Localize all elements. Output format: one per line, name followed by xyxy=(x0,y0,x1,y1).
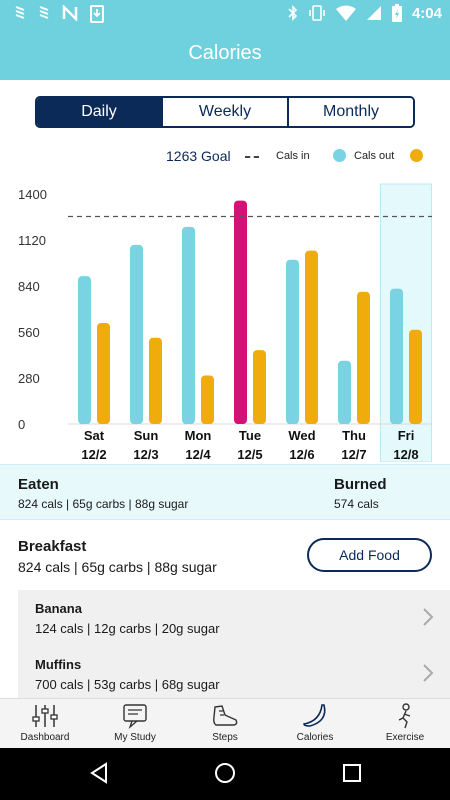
system-nav-bar xyxy=(0,748,450,800)
y-tick-label: 1120 xyxy=(18,233,46,248)
status-bar: 4:04 xyxy=(0,0,450,28)
signal-off-icon xyxy=(366,6,381,20)
n-icon xyxy=(62,5,78,21)
cals-out-bar[interactable] xyxy=(97,322,110,424)
y-tick-label: 280 xyxy=(18,371,40,386)
cals-out-bar[interactable] xyxy=(201,375,214,424)
x-day-label: Tue xyxy=(239,428,261,443)
x-day-label: Thu xyxy=(342,428,366,443)
x-date-label: 12/6 xyxy=(289,447,314,462)
daily-summary: Eaten 824 cals | 65g carbs | 88g sugar B… xyxy=(0,464,450,520)
cals-out-legend-label: Cals out xyxy=(354,150,395,162)
recents-icon[interactable] xyxy=(341,762,363,784)
food-detail: 124 cals | 12g carbs | 20g sugar xyxy=(35,621,220,636)
cals-in-bar[interactable] xyxy=(130,244,143,424)
tab-weekly[interactable]: Weekly xyxy=(161,98,287,126)
download-icon xyxy=(90,5,104,23)
selected-day-highlight xyxy=(380,183,432,462)
food-item-banana[interactable]: Banana 124 cals | 12g carbs | 20g sugar xyxy=(18,590,450,644)
food-list: Banana 124 cals | 12g carbs | 20g sugar … xyxy=(18,590,450,698)
cals-out-bar[interactable] xyxy=(253,350,266,424)
x-date-label: 12/4 xyxy=(185,447,211,462)
sliders-icon xyxy=(32,705,58,727)
y-tick-label: 0 xyxy=(18,417,25,432)
cals-in-legend-label: Cals in xyxy=(276,150,310,162)
calories-bar-chart: 0 280 560 840 1120 1400 Sat 12/2 Sun 12/3 Mon 12/4 T… xyxy=(18,183,432,462)
back-icon[interactable] xyxy=(88,762,110,784)
cals-out-bar[interactable] xyxy=(409,329,422,424)
x-day-label: Sat xyxy=(84,428,105,443)
x-day-label: Mon xyxy=(185,428,212,443)
tab-monthly[interactable]: Monthly xyxy=(287,98,413,126)
y-tick-label: 560 xyxy=(18,325,40,340)
cals-in-bar[interactable] xyxy=(390,288,403,424)
cals-in-bar[interactable] xyxy=(182,226,195,424)
chevron-right-icon xyxy=(423,608,434,626)
x-date-label: 12/3 xyxy=(133,447,158,462)
battery-icon xyxy=(391,4,402,22)
food-item-muffins[interactable]: Muffins 700 cals | 53g carbs | 68g sugar xyxy=(18,646,450,698)
burned-detail: 574 cals xyxy=(334,497,379,511)
signal-icon xyxy=(39,6,49,19)
tab-label: Exercise xyxy=(385,732,425,743)
app-header: Calories xyxy=(0,28,450,80)
home-icon[interactable] xyxy=(214,762,236,784)
shoe-icon xyxy=(213,705,238,726)
vibrate-icon xyxy=(309,5,325,21)
x-date-label: 12/8 xyxy=(393,447,418,462)
tab-my-study[interactable]: My Study xyxy=(90,699,180,748)
tab-steps[interactable]: Steps xyxy=(180,699,270,748)
bluetooth-icon xyxy=(288,5,298,21)
chart-legend: 1263 Goal Cals in Cals out xyxy=(0,148,450,168)
bottom-tab-bar: Dashboard My Study Steps Calories Exerci… xyxy=(0,698,450,748)
cals-out-bar[interactable] xyxy=(305,250,318,424)
tab-label: My Study xyxy=(114,732,156,743)
signal-icon xyxy=(15,6,25,19)
cals-in-bar[interactable] xyxy=(234,200,247,424)
meal-title: Breakfast xyxy=(18,538,87,555)
tab-exercise[interactable]: Exercise xyxy=(360,699,450,748)
goal-label: 1263 Goal xyxy=(166,148,231,164)
period-segmented-control: Daily Weekly Monthly xyxy=(35,96,415,128)
banana-icon xyxy=(303,704,326,727)
cals-in-bar[interactable] xyxy=(286,259,299,424)
food-detail: 700 cals | 53g carbs | 68g sugar xyxy=(35,677,220,692)
add-food-button[interactable]: Add Food xyxy=(307,538,432,572)
food-name: Banana xyxy=(35,601,82,616)
exercise-icon xyxy=(398,703,411,729)
tab-daily[interactable]: Daily xyxy=(37,98,161,126)
x-date-label: 12/5 xyxy=(237,447,262,462)
tab-label: Calories xyxy=(296,732,334,743)
page-title: Calories xyxy=(188,42,262,64)
tab-label: Steps xyxy=(212,732,238,743)
cals-in-bar[interactable] xyxy=(338,360,351,424)
goal-dash-swatch xyxy=(245,156,259,158)
status-time: 4:04 xyxy=(411,4,442,22)
cals-out-bar[interactable] xyxy=(149,337,162,424)
cals-in-bar[interactable] xyxy=(78,276,91,424)
x-day-label: Wed xyxy=(288,428,315,443)
x-day-label: Sun xyxy=(134,428,159,443)
tab-dashboard[interactable]: Dashboard xyxy=(0,699,90,748)
eaten-detail: 824 cals | 65g carbs | 88g sugar xyxy=(18,497,189,511)
cals-out-bar[interactable] xyxy=(357,291,370,424)
tab-label: Dashboard xyxy=(20,732,70,743)
burned-title: Burned xyxy=(334,476,387,493)
eaten-title: Eaten xyxy=(18,476,59,493)
wifi-icon xyxy=(335,5,356,21)
meal-detail: 824 cals | 65g carbs | 88g sugar xyxy=(18,559,217,575)
food-name: Muffins xyxy=(35,657,82,672)
study-icon xyxy=(123,704,147,729)
y-tick-label: 1400 xyxy=(18,187,47,202)
x-day-label: Fri xyxy=(398,428,415,443)
y-tick-label: 840 xyxy=(18,279,40,294)
x-date-label: 12/7 xyxy=(341,447,366,462)
x-date-label: 12/2 xyxy=(81,447,106,462)
tab-calories[interactable]: Calories xyxy=(270,699,360,748)
cals-out-legend-dot xyxy=(410,149,423,162)
cals-in-legend-dot xyxy=(333,149,346,162)
chevron-right-icon xyxy=(423,664,434,682)
